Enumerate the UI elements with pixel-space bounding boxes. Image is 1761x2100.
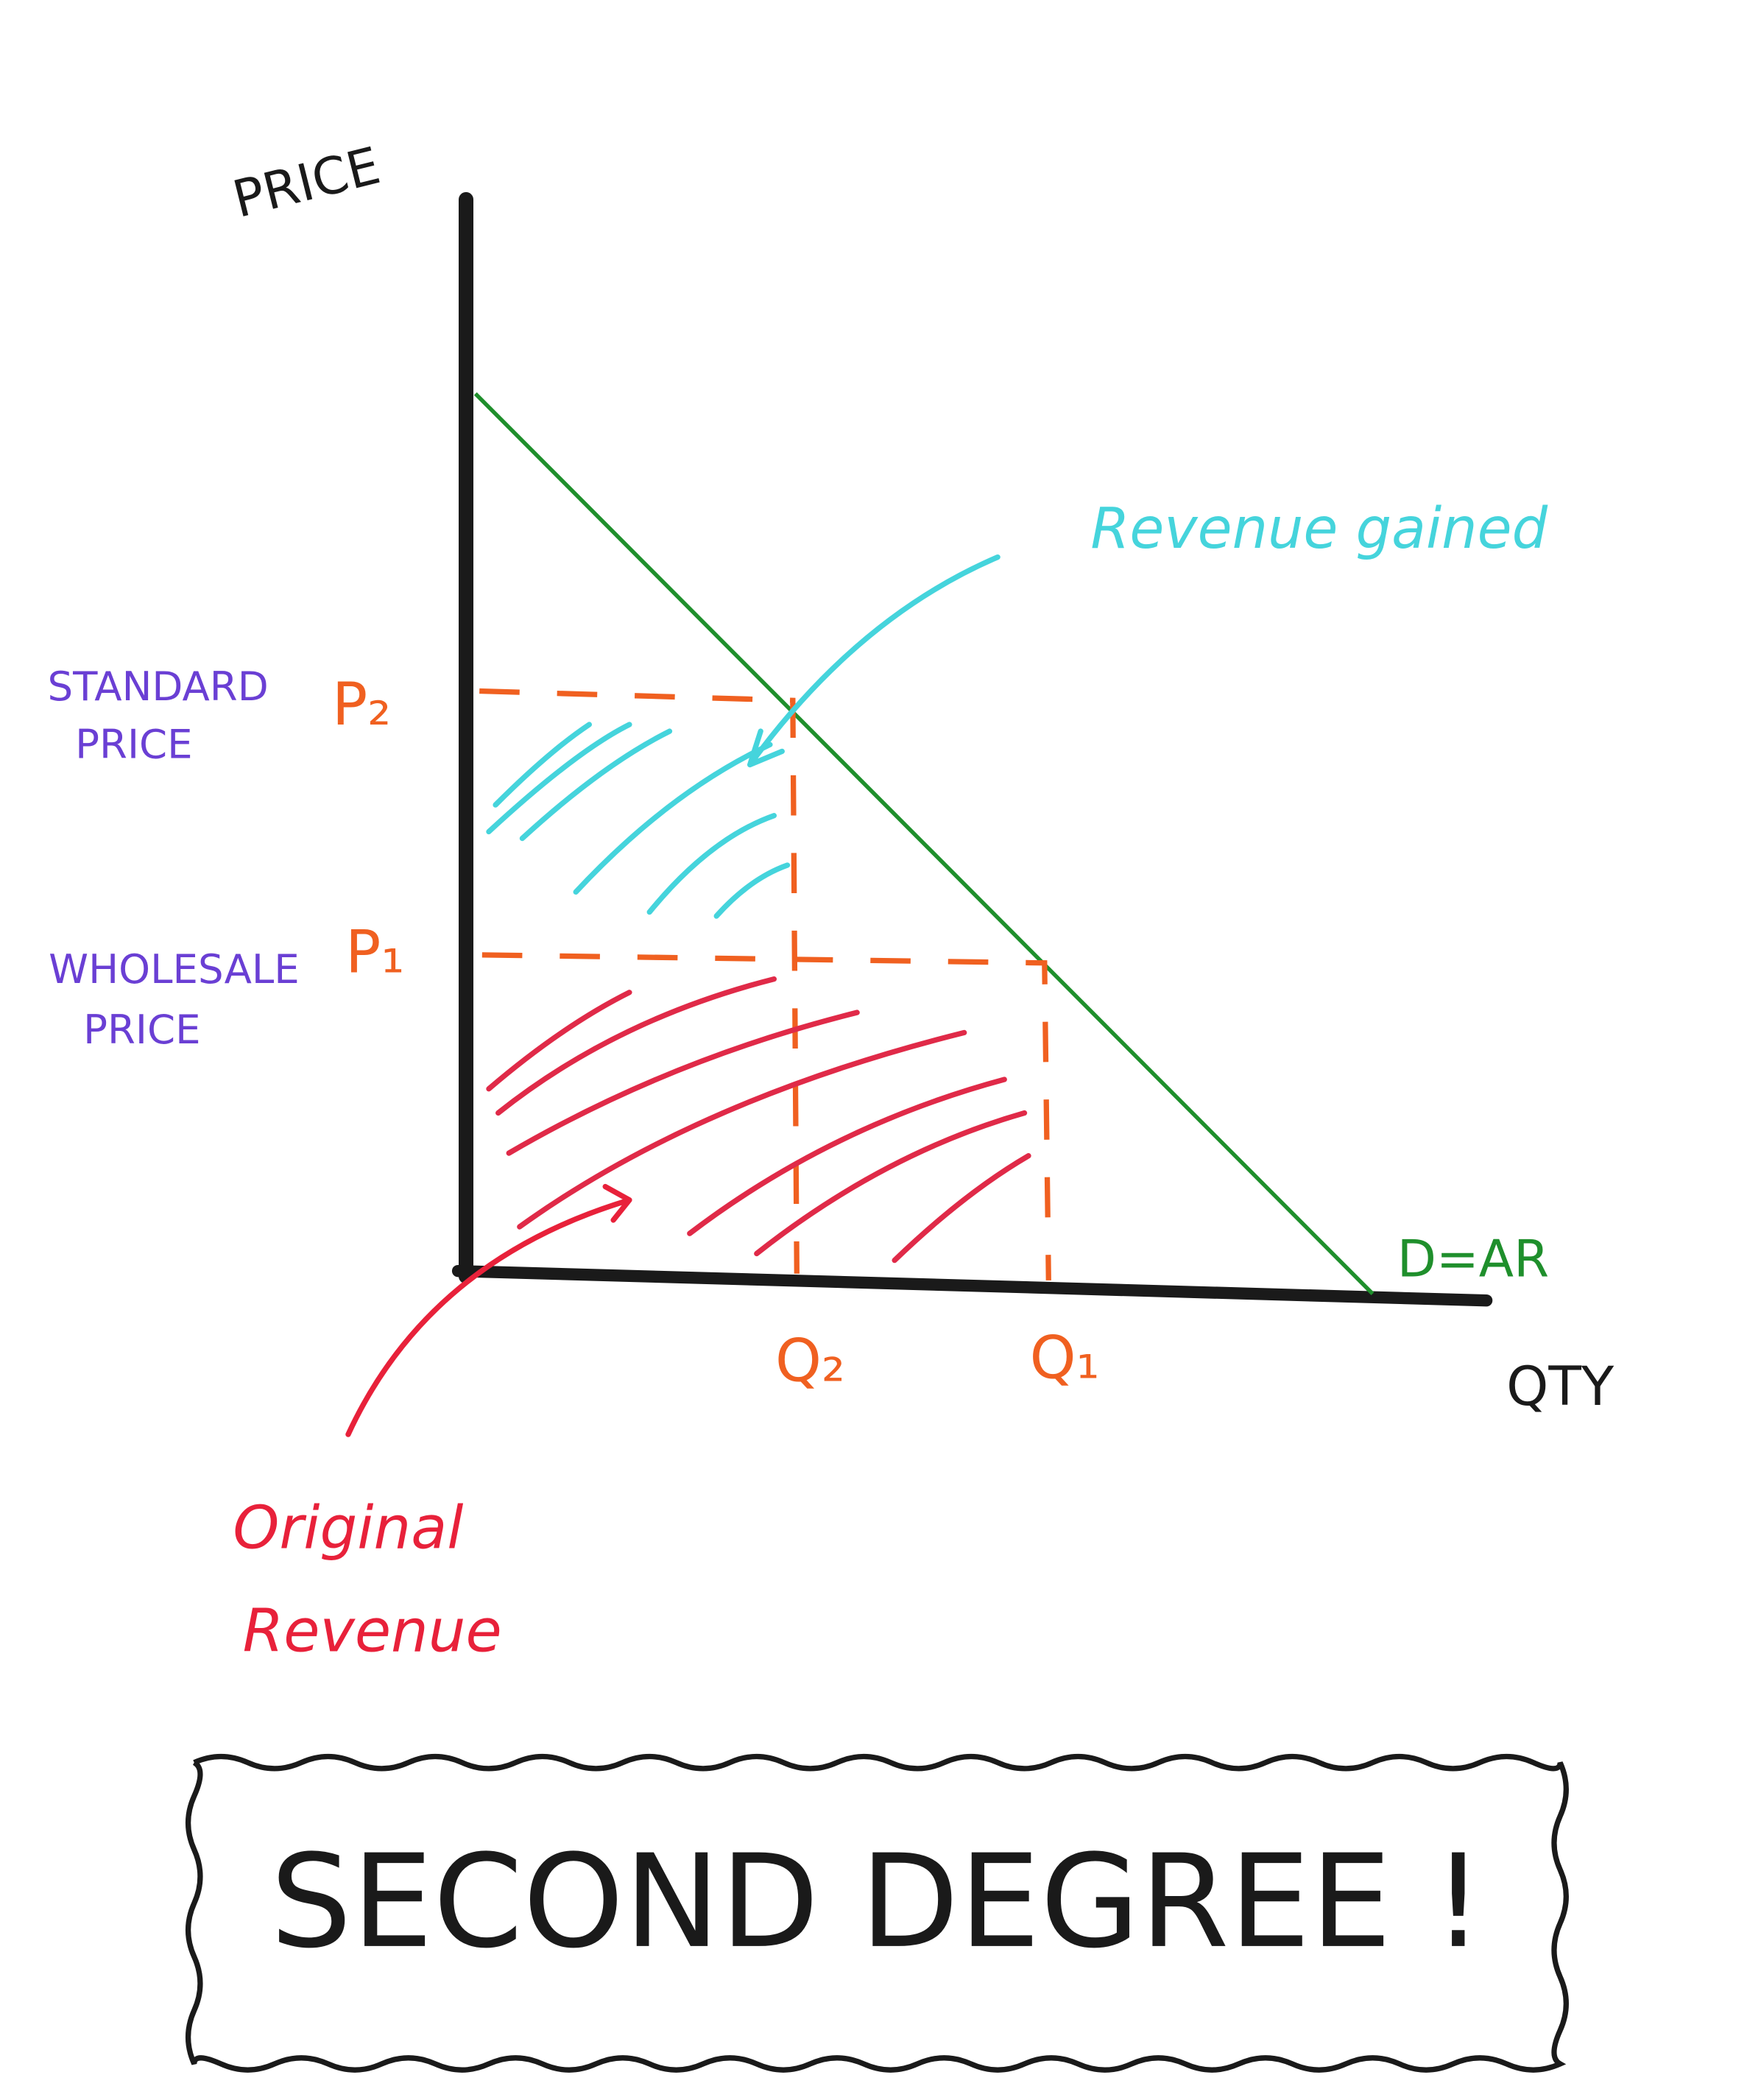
curve-label: D=AR <box>1397 1230 1549 1289</box>
price-symbol: P₁ <box>345 917 404 986</box>
price-symbol: P₂ <box>332 670 391 739</box>
banner-text: SECOND DEGREE ! <box>270 1828 1484 1977</box>
price-name: STANDARD <box>48 663 269 710</box>
revenue-gained-label: Revenue gained <box>1090 496 1548 562</box>
x-axis <box>458 1271 1486 1300</box>
original-revenue-label: Original <box>233 1494 463 1562</box>
price-name: PRICE <box>83 1006 200 1053</box>
price-names: STANDARD PRICE WHOLESALE PRICE <box>48 663 300 1053</box>
original-revenue-hatch <box>489 979 1028 1261</box>
original-revenue-label: Revenue <box>243 1597 502 1666</box>
original-revenue-arrow <box>348 1187 629 1435</box>
revenue-gained-arrow <box>750 557 998 765</box>
page: { "axes": {"y_label": "PRICE", "x_label"… <box>0 0 1761 2100</box>
p2-guide <box>479 691 797 1274</box>
price-name: WHOLESALE <box>49 945 300 993</box>
y-axis-label: PRICE <box>227 136 386 229</box>
diagram: PRICE QTY D=AR STANDARD PRICE WHOLESALE … <box>0 0 1761 2100</box>
revenue-gained-hatch <box>489 725 788 916</box>
price-name: PRICE <box>75 720 192 767</box>
p1-guide <box>482 955 1048 1280</box>
quantity-symbol: Q₂ <box>775 1326 845 1395</box>
x-axis-label: QTY <box>1506 1356 1614 1418</box>
guides <box>479 691 1048 1280</box>
quantity-symbol: Q₁ <box>1030 1324 1100 1392</box>
